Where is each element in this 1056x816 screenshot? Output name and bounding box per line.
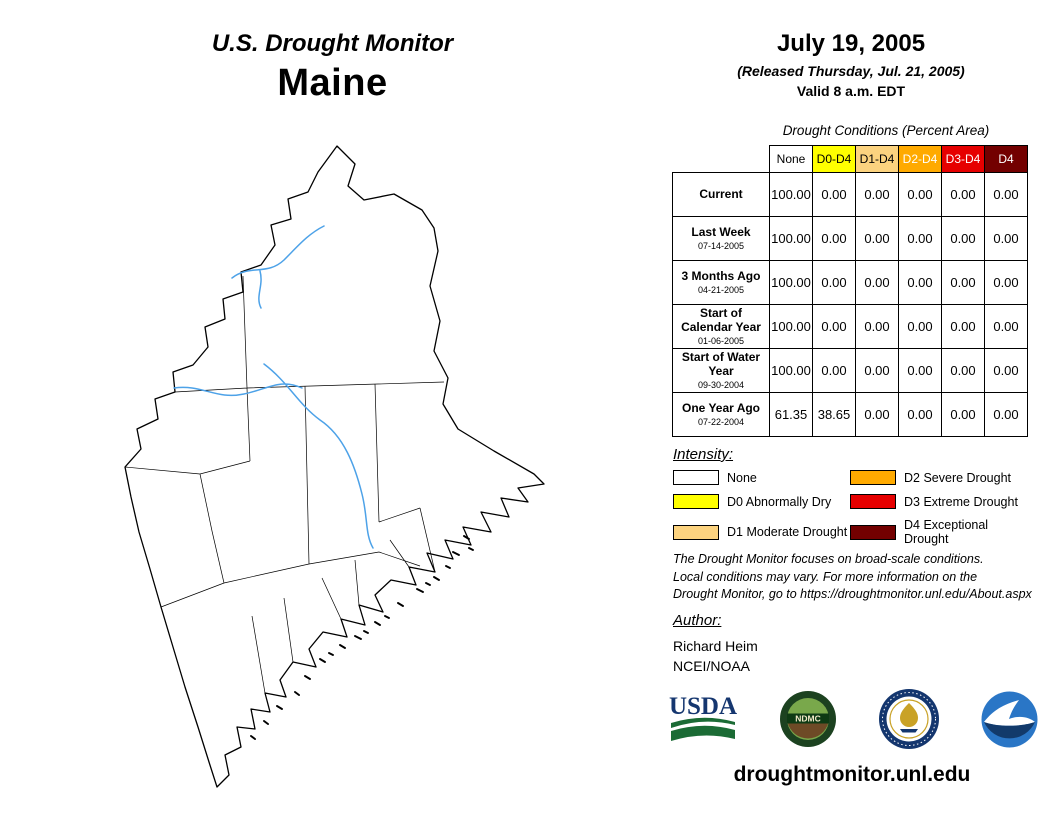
legend-item-d1: D1 Moderate Drought	[673, 518, 850, 546]
noaa-bird	[984, 699, 1035, 726]
noaa-sea	[984, 721, 1035, 738]
col-header-d2-d4: D2-D4	[898, 145, 942, 173]
commerce-ship	[900, 729, 918, 733]
legend-item-d4: D4 Exceptional Drought	[850, 518, 1027, 546]
legend-label-d2: D2 Severe Drought	[904, 470, 1012, 485]
legend-heading: Intensity:	[673, 446, 734, 463]
drought-conditions-table: None D0-D4 D1-D4 D2-D4 D3-D4 D4 Current …	[672, 145, 1028, 437]
row-label-start-calendar-year: Start of Calendar Year 01-06-2005	[672, 304, 770, 349]
author-org: NCEI/NOAA	[673, 658, 751, 674]
commerce-emblem	[900, 703, 918, 727]
legend: None D2 Severe Drought D0 Abnormally Dry…	[673, 470, 1031, 546]
valid-time: Valid 8 a.m. EDT	[796, 83, 906, 99]
map-date: July 19, 2005	[776, 30, 926, 57]
commerce-seal	[879, 689, 939, 749]
row-label-one-year-ago: One Year Ago 07-22-2004	[672, 392, 770, 437]
row-label-3-months-ago: 3 Months Ago 04-21-2005	[672, 260, 770, 305]
date-block: July 19, 2005 (Released Thursday, Jul. 2…	[665, 30, 1037, 99]
usda-swoosh-top	[671, 717, 735, 728]
col-header-d4: D4	[984, 145, 1028, 173]
legend-item-d3: D3 Extreme Drought	[850, 494, 1027, 509]
usda-swoosh-bottom	[671, 725, 735, 741]
table-header-row: None D0-D4 D1-D4 D2-D4 D3-D4 D4	[673, 145, 1028, 173]
county-boundaries	[124, 275, 445, 694]
row-label-current: Current	[672, 172, 770, 217]
usda-logo: USDA	[669, 693, 737, 741]
legend-swatch-d3	[850, 494, 896, 509]
legend-label-d3: D3 Extreme Drought	[904, 494, 1018, 509]
ndmc-text: NDMC	[795, 714, 821, 724]
legend-swatch-d1	[673, 524, 719, 540]
usda-text: USDA	[669, 693, 737, 720]
legend-label-d4: D4 Exceptional Drought	[904, 518, 989, 546]
table-corner-cell	[673, 146, 770, 173]
ndmc-logo: NDMC	[780, 691, 836, 747]
legend-item-none: None	[673, 470, 850, 485]
report-title: U.S. Drought Monitor	[211, 30, 454, 57]
state-name: Maine	[277, 62, 388, 104]
col-header-d3-d4: D3-D4	[941, 145, 985, 173]
table-caption: Drought Conditions (Percent Area)	[782, 123, 990, 138]
table-row-last-week: Last Week 07-14-2005 100.00 0.00 0.00 0.0…	[672, 216, 1028, 261]
state-outline	[124, 145, 545, 788]
author-block: Author: Richard Heim NCEI/NOAA	[673, 612, 758, 674]
author-name: Richard Heim	[673, 638, 758, 654]
col-header-d0-d4: D0-D4	[812, 145, 856, 173]
author-heading: Author:	[673, 612, 722, 629]
legend-label-d0: D0 Abnormally Dry	[727, 494, 832, 509]
disclaimer-text: The Drought Monitor focuses on broad-sca…	[673, 552, 1032, 601]
row-label-start-water-year: Start of Water Year 09-30-2004	[672, 348, 770, 393]
maine-state-map	[124, 145, 545, 788]
legend-swatch-none	[673, 470, 719, 485]
table-row-3-months-ago: 3 Months Ago 04-21-2005 100.00 0.00 0.00 …	[672, 260, 1028, 305]
legend-item-d0: D0 Abnormally Dry	[673, 494, 850, 509]
legend-label-d1: D1 Moderate Drought	[727, 525, 848, 539]
table-row-current: Current 100.00 0.00 0.00 0.00 0.00 0.00	[672, 172, 1028, 217]
legend-swatch-d4	[850, 524, 896, 540]
noaa-logo	[981, 691, 1038, 747]
coastal-islands	[250, 535, 474, 740]
commerce-dots	[882, 692, 936, 746]
website-url: droughtmonitor.unl.edu	[733, 763, 971, 786]
rivers	[173, 225, 374, 549]
legend-swatch-d2	[850, 470, 896, 485]
legend-swatch-d0	[673, 494, 719, 509]
legend-item-d2: D2 Severe Drought	[850, 470, 1027, 485]
legend-label-none: None	[727, 470, 757, 485]
release-date: (Released Thursday, Jul. 21, 2005)	[737, 63, 965, 79]
table-row-start-water-year: Start of Water Year 09-30-2004 100.00 0.0…	[672, 348, 1028, 393]
col-header-d1-d4: D1-D4	[855, 145, 899, 173]
agency-logos: USDA NDMC	[668, 684, 1038, 754]
table-row-one-year-ago: One Year Ago 07-22-2004 61.35 38.65 0.00 …	[672, 392, 1028, 437]
commerce-gold-ring	[889, 699, 929, 739]
col-header-none: None	[769, 145, 813, 173]
table-row-start-calendar-year: Start of Calendar Year 01-06-2005 100.00 …	[672, 304, 1028, 349]
ndmc-soil	[787, 722, 829, 739]
row-label-last-week: Last Week 07-14-2005	[672, 216, 770, 261]
ndmc-banner	[787, 713, 829, 724]
